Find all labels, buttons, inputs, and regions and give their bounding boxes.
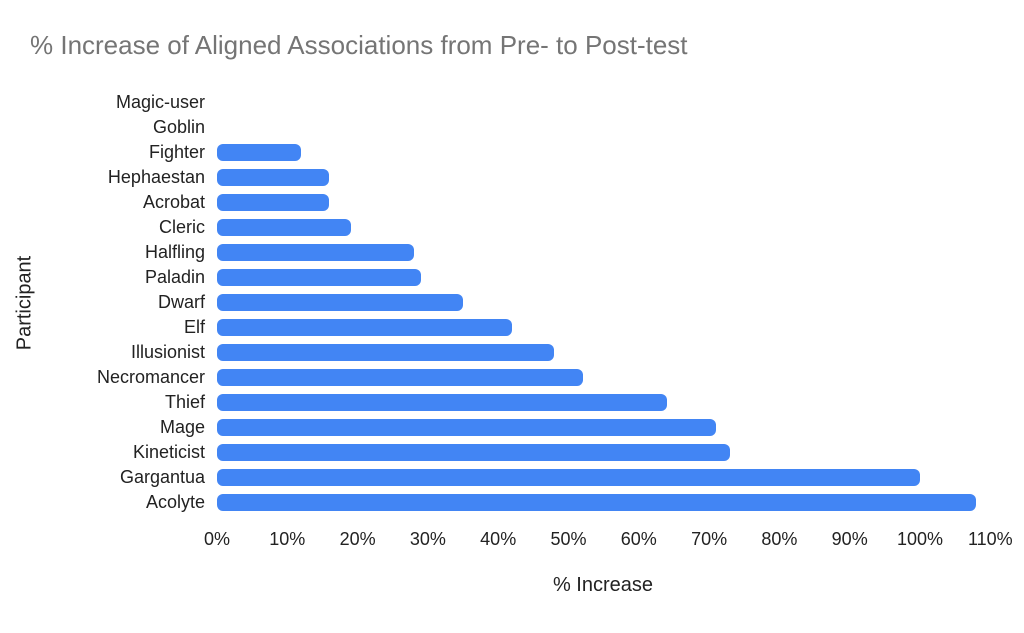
bar-track bbox=[217, 290, 1024, 315]
x-tick-label: 80% bbox=[761, 529, 798, 549]
bar-track bbox=[217, 365, 1024, 390]
chart-row: Necromancer bbox=[0, 365, 1024, 390]
bar-track bbox=[217, 90, 1024, 115]
x-tick-label: 40% bbox=[480, 529, 517, 549]
x-tick-label: 100% bbox=[896, 529, 944, 549]
category-label: Paladin bbox=[144, 267, 205, 287]
bar-track bbox=[217, 115, 1024, 140]
bar-track bbox=[217, 490, 1024, 515]
x-tick-label: 0% bbox=[203, 529, 231, 549]
bar-track bbox=[217, 415, 1024, 440]
bar-track bbox=[217, 165, 1024, 190]
chart-row: Illusionist bbox=[0, 340, 1024, 365]
chart-row: Halfling bbox=[0, 240, 1024, 265]
x-tick-label: 10% bbox=[269, 529, 306, 549]
category-label: Acolyte bbox=[145, 492, 205, 512]
bar-track bbox=[217, 265, 1024, 290]
chart-row: Magic-user bbox=[0, 90, 1024, 115]
bar bbox=[217, 369, 583, 386]
bar bbox=[217, 244, 414, 261]
x-tick-label: 110% bbox=[967, 529, 1013, 549]
chart-row: Kineticist bbox=[0, 440, 1024, 465]
chart-row: Paladin bbox=[0, 265, 1024, 290]
chart-row: Hephaestan bbox=[0, 165, 1024, 190]
bar bbox=[217, 169, 329, 186]
chart-row: Mage bbox=[0, 415, 1024, 440]
x-axis-title: % Increase bbox=[552, 574, 654, 596]
category-label: Dwarf bbox=[157, 292, 205, 312]
bar-track bbox=[217, 240, 1024, 265]
category-label: Necromancer bbox=[96, 367, 205, 387]
x-tick-label: 20% bbox=[339, 529, 376, 549]
bar bbox=[217, 444, 730, 461]
bar-track bbox=[217, 140, 1024, 165]
chart-row: Cleric bbox=[0, 215, 1024, 240]
bar bbox=[217, 319, 512, 336]
category-label: Fighter bbox=[148, 142, 205, 162]
bar bbox=[217, 194, 329, 211]
bar bbox=[217, 294, 463, 311]
bar-track bbox=[217, 440, 1024, 465]
x-axis: 0% 10% 20% 30% 40% 50% 60% 70% 80% 90% 100% 110% bbox=[0, 528, 1024, 550]
bar-track bbox=[217, 190, 1024, 215]
bar-track bbox=[217, 340, 1024, 365]
chart-row: Fighter bbox=[0, 140, 1024, 165]
x-tick-label: 50% bbox=[550, 529, 587, 549]
chart-row: Acolyte bbox=[0, 490, 1024, 515]
bar bbox=[217, 344, 554, 361]
category-label: Thief bbox=[164, 392, 205, 412]
chart-row: Goblin bbox=[0, 115, 1024, 140]
category-label: Gargantua bbox=[119, 467, 205, 487]
category-label: Kineticist bbox=[132, 442, 205, 462]
bar bbox=[217, 469, 920, 486]
category-label: Hephaestan bbox=[107, 167, 205, 187]
category-label: Goblin bbox=[152, 117, 205, 137]
category-label: Elf bbox=[183, 317, 205, 337]
category-label: Cleric bbox=[158, 217, 205, 237]
bar bbox=[217, 219, 351, 236]
chart-title: % Increase of Aligned Associations from … bbox=[30, 30, 688, 60]
category-label: Acrobat bbox=[142, 192, 205, 212]
bar-track bbox=[217, 315, 1024, 340]
bar-track bbox=[217, 390, 1024, 415]
bar-track bbox=[217, 465, 1024, 490]
category-label: Mage bbox=[159, 417, 205, 437]
chart-row: Elf bbox=[0, 315, 1024, 340]
category-label: Halfling bbox=[144, 242, 205, 262]
bar bbox=[217, 494, 976, 511]
chart-row: Thief bbox=[0, 390, 1024, 415]
plot-area: Magic-user Goblin Fighter Hephaestan Acrobat… bbox=[0, 90, 1024, 515]
bar bbox=[217, 419, 716, 436]
x-tick-label: 30% bbox=[409, 529, 446, 549]
bar-track bbox=[217, 215, 1024, 240]
chart-row: Dwarf bbox=[0, 290, 1024, 315]
bar bbox=[217, 394, 667, 411]
x-tick-label: 70% bbox=[691, 529, 728, 549]
category-label: Illusionist bbox=[130, 342, 205, 362]
bar bbox=[217, 144, 301, 161]
x-tick-label: 60% bbox=[620, 529, 657, 549]
bar bbox=[217, 269, 421, 286]
x-tick-label: 90% bbox=[831, 529, 868, 549]
chart-row: Gargantua bbox=[0, 465, 1024, 490]
category-label: Magic-user bbox=[115, 92, 205, 112]
chart-row: Acrobat bbox=[0, 190, 1024, 215]
